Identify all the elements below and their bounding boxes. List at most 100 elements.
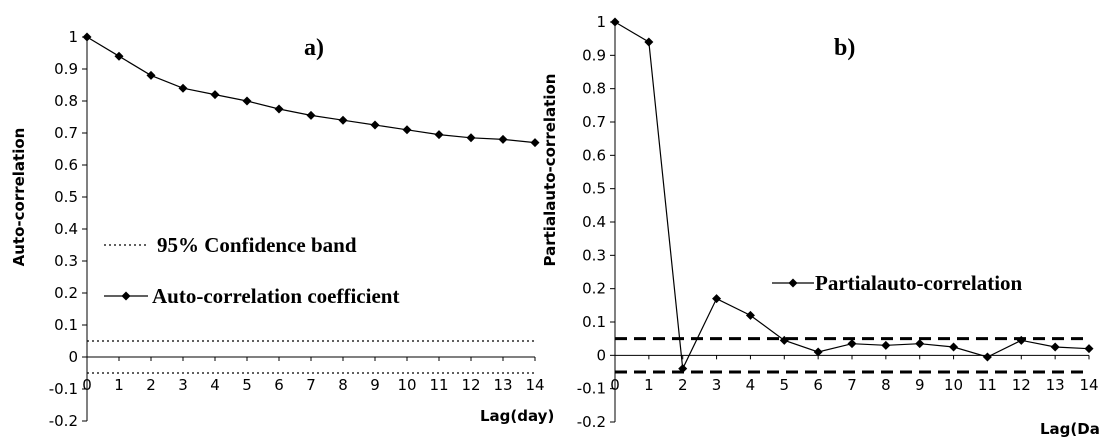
- y-tick-label-a: 0.6: [54, 156, 78, 174]
- data-point-b: [1016, 335, 1026, 345]
- data-point-a: [242, 96, 252, 106]
- y-tick-label-b: 0.4: [582, 213, 606, 231]
- y-tick-label-b: 1: [596, 13, 606, 31]
- autocorrelation-panel: 10.90.80.70.60.50.40.30.20.10-0.1-0.20 1 2…: [10, 28, 554, 430]
- y-tick-label-b: -0.1: [577, 380, 606, 398]
- data-point-a: [434, 130, 444, 140]
- x-tick-label-a: 1: [114, 376, 124, 394]
- data-point-a: [466, 133, 476, 143]
- data-point-b: [915, 339, 925, 349]
- x-tick-label-b: 8: [881, 376, 891, 394]
- data-point-b: [982, 352, 992, 362]
- x-tick-label-a: 6: [274, 376, 284, 394]
- x-tick-label-b: 14: [1079, 376, 1098, 394]
- data-point-b: [644, 37, 654, 47]
- partial-autocorrelation-panel: 10.90.80.70.60.50.40.30.20.10-0.1-0.20 1 2…: [541, 13, 1099, 437]
- y-tick-label-a: 0.9: [54, 60, 78, 78]
- x-tick-label-b: 11: [978, 376, 997, 394]
- y-tick-label-b: 0.8: [582, 80, 606, 98]
- y-tick-label-b: 0.9: [582, 46, 606, 64]
- data-point-a: [178, 83, 188, 93]
- data-point-b: [610, 17, 620, 27]
- y-tick-label-a: -0.2: [49, 412, 78, 430]
- data-point-b: [1084, 344, 1094, 354]
- legend-series-marker-b: [788, 278, 798, 288]
- x-tick-label-a: 5: [242, 376, 252, 394]
- y-tick-label-a: -0.1: [49, 380, 78, 398]
- panel-label-a: a): [304, 35, 324, 61]
- data-point-b: [813, 347, 823, 357]
- x-tick-label-b: 10: [944, 376, 963, 394]
- data-point-b: [712, 294, 722, 304]
- x-tick-label-a: 8: [338, 376, 348, 394]
- y-tick-label-a: 0.3: [54, 252, 78, 270]
- data-point-a: [114, 51, 124, 61]
- y-axis-title-a: Auto-correlation: [10, 128, 28, 267]
- data-point-b: [949, 342, 959, 352]
- data-point-a: [82, 32, 92, 42]
- x-tick-label-b: 13: [1046, 376, 1065, 394]
- x-tick-label-a: 2: [146, 376, 156, 394]
- data-point-b: [1050, 342, 1060, 352]
- data-point-b: [847, 339, 857, 349]
- y-tick-label-b: 0.1: [582, 313, 606, 331]
- y-tick-label-b: 0.6: [582, 146, 606, 164]
- y-tick-label-b: 0: [596, 346, 606, 364]
- data-point-a: [274, 104, 284, 114]
- data-point-a: [402, 125, 412, 135]
- x-tick-label-a: 7: [306, 376, 316, 394]
- x-axis-title-a: Lag(day): [480, 407, 554, 425]
- x-tick-label-a: 3: [178, 376, 188, 394]
- legend-band-label-a: 95% Confidence band: [157, 233, 357, 257]
- data-point-a: [306, 110, 316, 120]
- x-tick-label-a: 4: [210, 376, 220, 394]
- y-tick-label-b: 0.5: [582, 180, 606, 198]
- x-tick-label-b: 6: [813, 376, 823, 394]
- x-tick-label-a: 10: [397, 376, 416, 394]
- x-tick-label-b: 12: [1012, 376, 1031, 394]
- legend-series-marker-a: [121, 291, 131, 301]
- legend-series-label-a: Auto-correlation coefficient: [152, 284, 399, 308]
- data-point-a: [498, 134, 508, 144]
- x-tick-label-b: 9: [915, 376, 925, 394]
- series-line-b: [614, 21, 1090, 371]
- data-point-b: [779, 335, 789, 345]
- x-tick-label-b: 1: [644, 376, 654, 394]
- data-point-a: [210, 90, 220, 100]
- x-tick-label-b: 0: [610, 376, 620, 394]
- data-point-a: [338, 115, 348, 125]
- legend-series-label-b: Partialauto-correlation: [815, 271, 1023, 295]
- data-point-a: [370, 120, 380, 130]
- data-point-a: [530, 138, 540, 148]
- data-point-b: [678, 364, 688, 374]
- x-tick-label-b: 5: [780, 376, 790, 394]
- x-tick-label-a: 13: [493, 376, 512, 394]
- x-tick-label-b: 7: [847, 376, 857, 394]
- y-tick-label-a: 0.5: [54, 188, 78, 206]
- y-tick-label-a: 0.8: [54, 92, 78, 110]
- y-tick-label-b: 0.7: [582, 113, 606, 131]
- y-tick-label-a: 0.4: [54, 220, 78, 238]
- panel-label-b: b): [834, 35, 855, 61]
- y-tick-label-a: 0.7: [54, 124, 78, 142]
- x-axis-title-b: Lag(Day): [1040, 420, 1099, 437]
- y-tick-label-a: 1: [68, 28, 78, 46]
- data-point-a: [146, 70, 156, 80]
- y-tick-label-b: -0.2: [577, 413, 606, 431]
- x-tick-label-b: 3: [712, 376, 722, 394]
- y-tick-label-a: 0.1: [54, 316, 78, 334]
- x-tick-label-a: 9: [370, 376, 380, 394]
- y-tick-label-b: 0.2: [582, 280, 606, 298]
- x-tick-label-a: 0: [82, 376, 92, 394]
- data-point-b: [745, 310, 755, 320]
- y-axis-title-b: Partialauto-correlation: [541, 74, 559, 267]
- data-point-b: [881, 340, 891, 350]
- x-tick-label-b: 2: [678, 376, 688, 394]
- y-tick-label-a: 0.2: [54, 284, 78, 302]
- x-tick-label-a: 14: [525, 376, 544, 394]
- y-tick-label-a: 0: [68, 348, 78, 366]
- y-tick-label-b: 0.3: [582, 246, 606, 264]
- x-tick-label-a: 12: [461, 376, 480, 394]
- x-tick-label-b: 4: [746, 376, 756, 394]
